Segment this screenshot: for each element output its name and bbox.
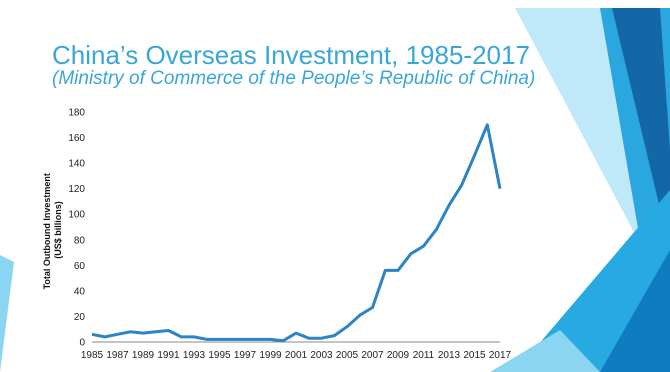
y-axis-label: Total Outbound Investment (US$ billions) — [42, 171, 63, 290]
x-tick-label: 1985 — [81, 350, 104, 361]
decor-triangle-dark — [612, 8, 670, 250]
y-tick-label: 80 — [74, 235, 86, 246]
series-line-outbound-investment — [91, 123, 502, 343]
x-tick-label: 2015 — [463, 350, 486, 361]
y-tick-label: 140 — [68, 159, 85, 170]
x-tick-label: 1993 — [183, 350, 206, 361]
x-tick-label: 2007 — [361, 350, 384, 361]
decor-triangle-left — [0, 255, 14, 372]
x-tick-label: 2009 — [387, 350, 410, 361]
y-tick-labels: 0 20 40 60 80 100 120 140 160 180 — [68, 108, 85, 349]
x-tick-labels: 1985 1987 1989 1991 1993 1995 1997 1999 2001 2003… — [81, 350, 512, 361]
y-tick-label: 100 — [68, 210, 85, 221]
x-tick-label: 2005 — [336, 350, 359, 361]
x-tick-label: 2017 — [489, 350, 512, 361]
decor-triangle-bottom-light — [490, 330, 600, 372]
y-tick-label: 0 — [79, 338, 85, 349]
y-tick-label: 60 — [74, 261, 86, 272]
x-tick-label: 1989 — [132, 350, 155, 361]
x-tick-label: 2003 — [310, 350, 333, 361]
x-tick-label: 2001 — [285, 350, 308, 361]
x-tick-label: 1991 — [157, 350, 180, 361]
y-axis-label-line1: Total Outbound Investment — [42, 173, 52, 289]
x-tick-label: 1997 — [234, 350, 257, 361]
x-tick-label: 1999 — [259, 350, 282, 361]
chart-subtitle: (Ministry of Commerce of the People’s Re… — [52, 68, 536, 89]
x-tick-label: 2013 — [438, 350, 461, 361]
y-tick-label: 40 — [74, 286, 86, 297]
y-axis-label-line2: (US$ billions) — [53, 201, 63, 259]
chart-title: China’s Overseas Investment, 1985-2017 — [52, 40, 530, 70]
decor-triangle-bottom-dark — [600, 250, 670, 372]
y-tick-label: 120 — [68, 184, 85, 195]
x-tick-label: 1995 — [208, 350, 231, 361]
y-tick-label: 180 — [68, 108, 85, 119]
x-tick-label: 1987 — [106, 350, 129, 361]
y-tick-label: 20 — [74, 312, 86, 323]
y-tick-label: 160 — [68, 133, 85, 144]
x-tick-label: 2011 — [413, 350, 435, 361]
